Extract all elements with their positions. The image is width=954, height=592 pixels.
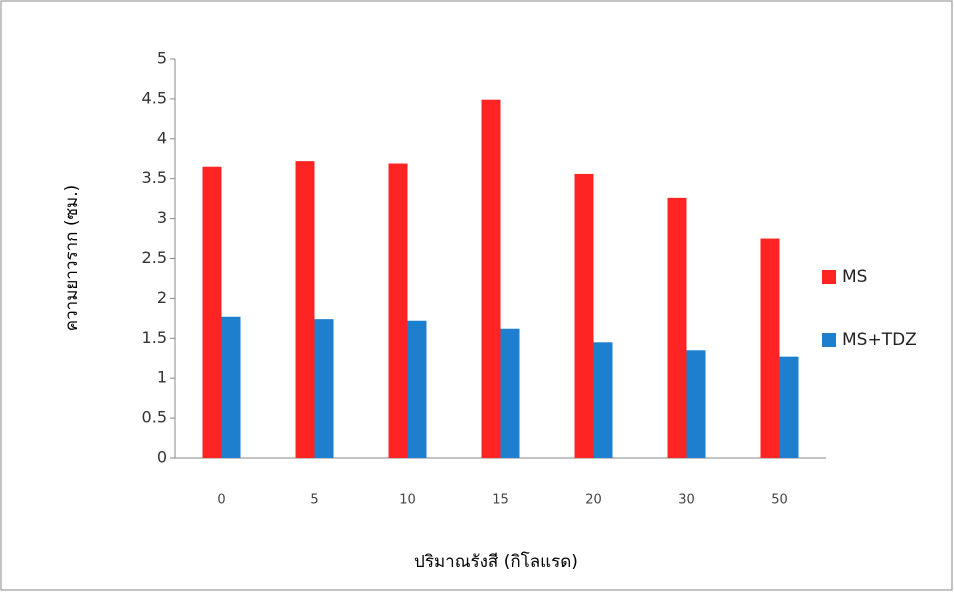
- y-tick-label: 3: [157, 208, 167, 227]
- chart: ความยาวราก (ซม.) ปริมาณรังสี (กิโลแรด) 0…: [0, 0, 954, 592]
- y-tick-label: 1.5: [142, 328, 167, 347]
- bar: [222, 317, 241, 458]
- bar: [408, 321, 427, 458]
- y-tick-label: 0: [157, 448, 167, 467]
- bar: [575, 174, 594, 458]
- y-tick-label: 4.5: [142, 88, 167, 107]
- x-tick-label: 50: [771, 493, 788, 508]
- x-tick-label: 0: [217, 493, 225, 508]
- x-tick-label: 30: [678, 493, 695, 508]
- bar: [780, 357, 799, 458]
- y-tick-label: 1: [157, 368, 167, 387]
- bar: [482, 100, 501, 458]
- bar: [668, 198, 687, 458]
- y-tick-label: 3.5: [142, 168, 167, 187]
- bar: [296, 161, 315, 458]
- bar: [687, 350, 706, 458]
- x-tick-label: 5: [310, 493, 318, 508]
- y-tick-label: 5: [157, 49, 167, 68]
- bar: [315, 319, 334, 458]
- y-tick-label: 0.5: [142, 408, 167, 427]
- x-axis-title: ปริมาณรังสี (กิโลแรด): [414, 551, 578, 572]
- legend-swatch: [822, 270, 836, 284]
- bar: [501, 329, 520, 458]
- y-tick-label: 2.5: [142, 248, 167, 267]
- y-tick-label: 2: [157, 288, 167, 307]
- page: {"chart_data": {"type": "bar", "y_label"…: [0, 0, 954, 592]
- x-tick-label: 20: [585, 493, 602, 508]
- legend-swatch: [822, 333, 836, 347]
- legend-label: MS+TDZ: [842, 330, 917, 350]
- x-tick-label: 15: [492, 493, 509, 508]
- bar: [203, 167, 222, 458]
- y-tick-label: 4: [157, 128, 167, 147]
- bar: [594, 342, 613, 458]
- y-axis-title: ความยาวราก (ซม.): [62, 185, 82, 332]
- bar: [761, 239, 780, 458]
- x-tick-label: 10: [399, 493, 416, 508]
- legend-label: MS: [842, 267, 867, 287]
- bar: [389, 164, 408, 458]
